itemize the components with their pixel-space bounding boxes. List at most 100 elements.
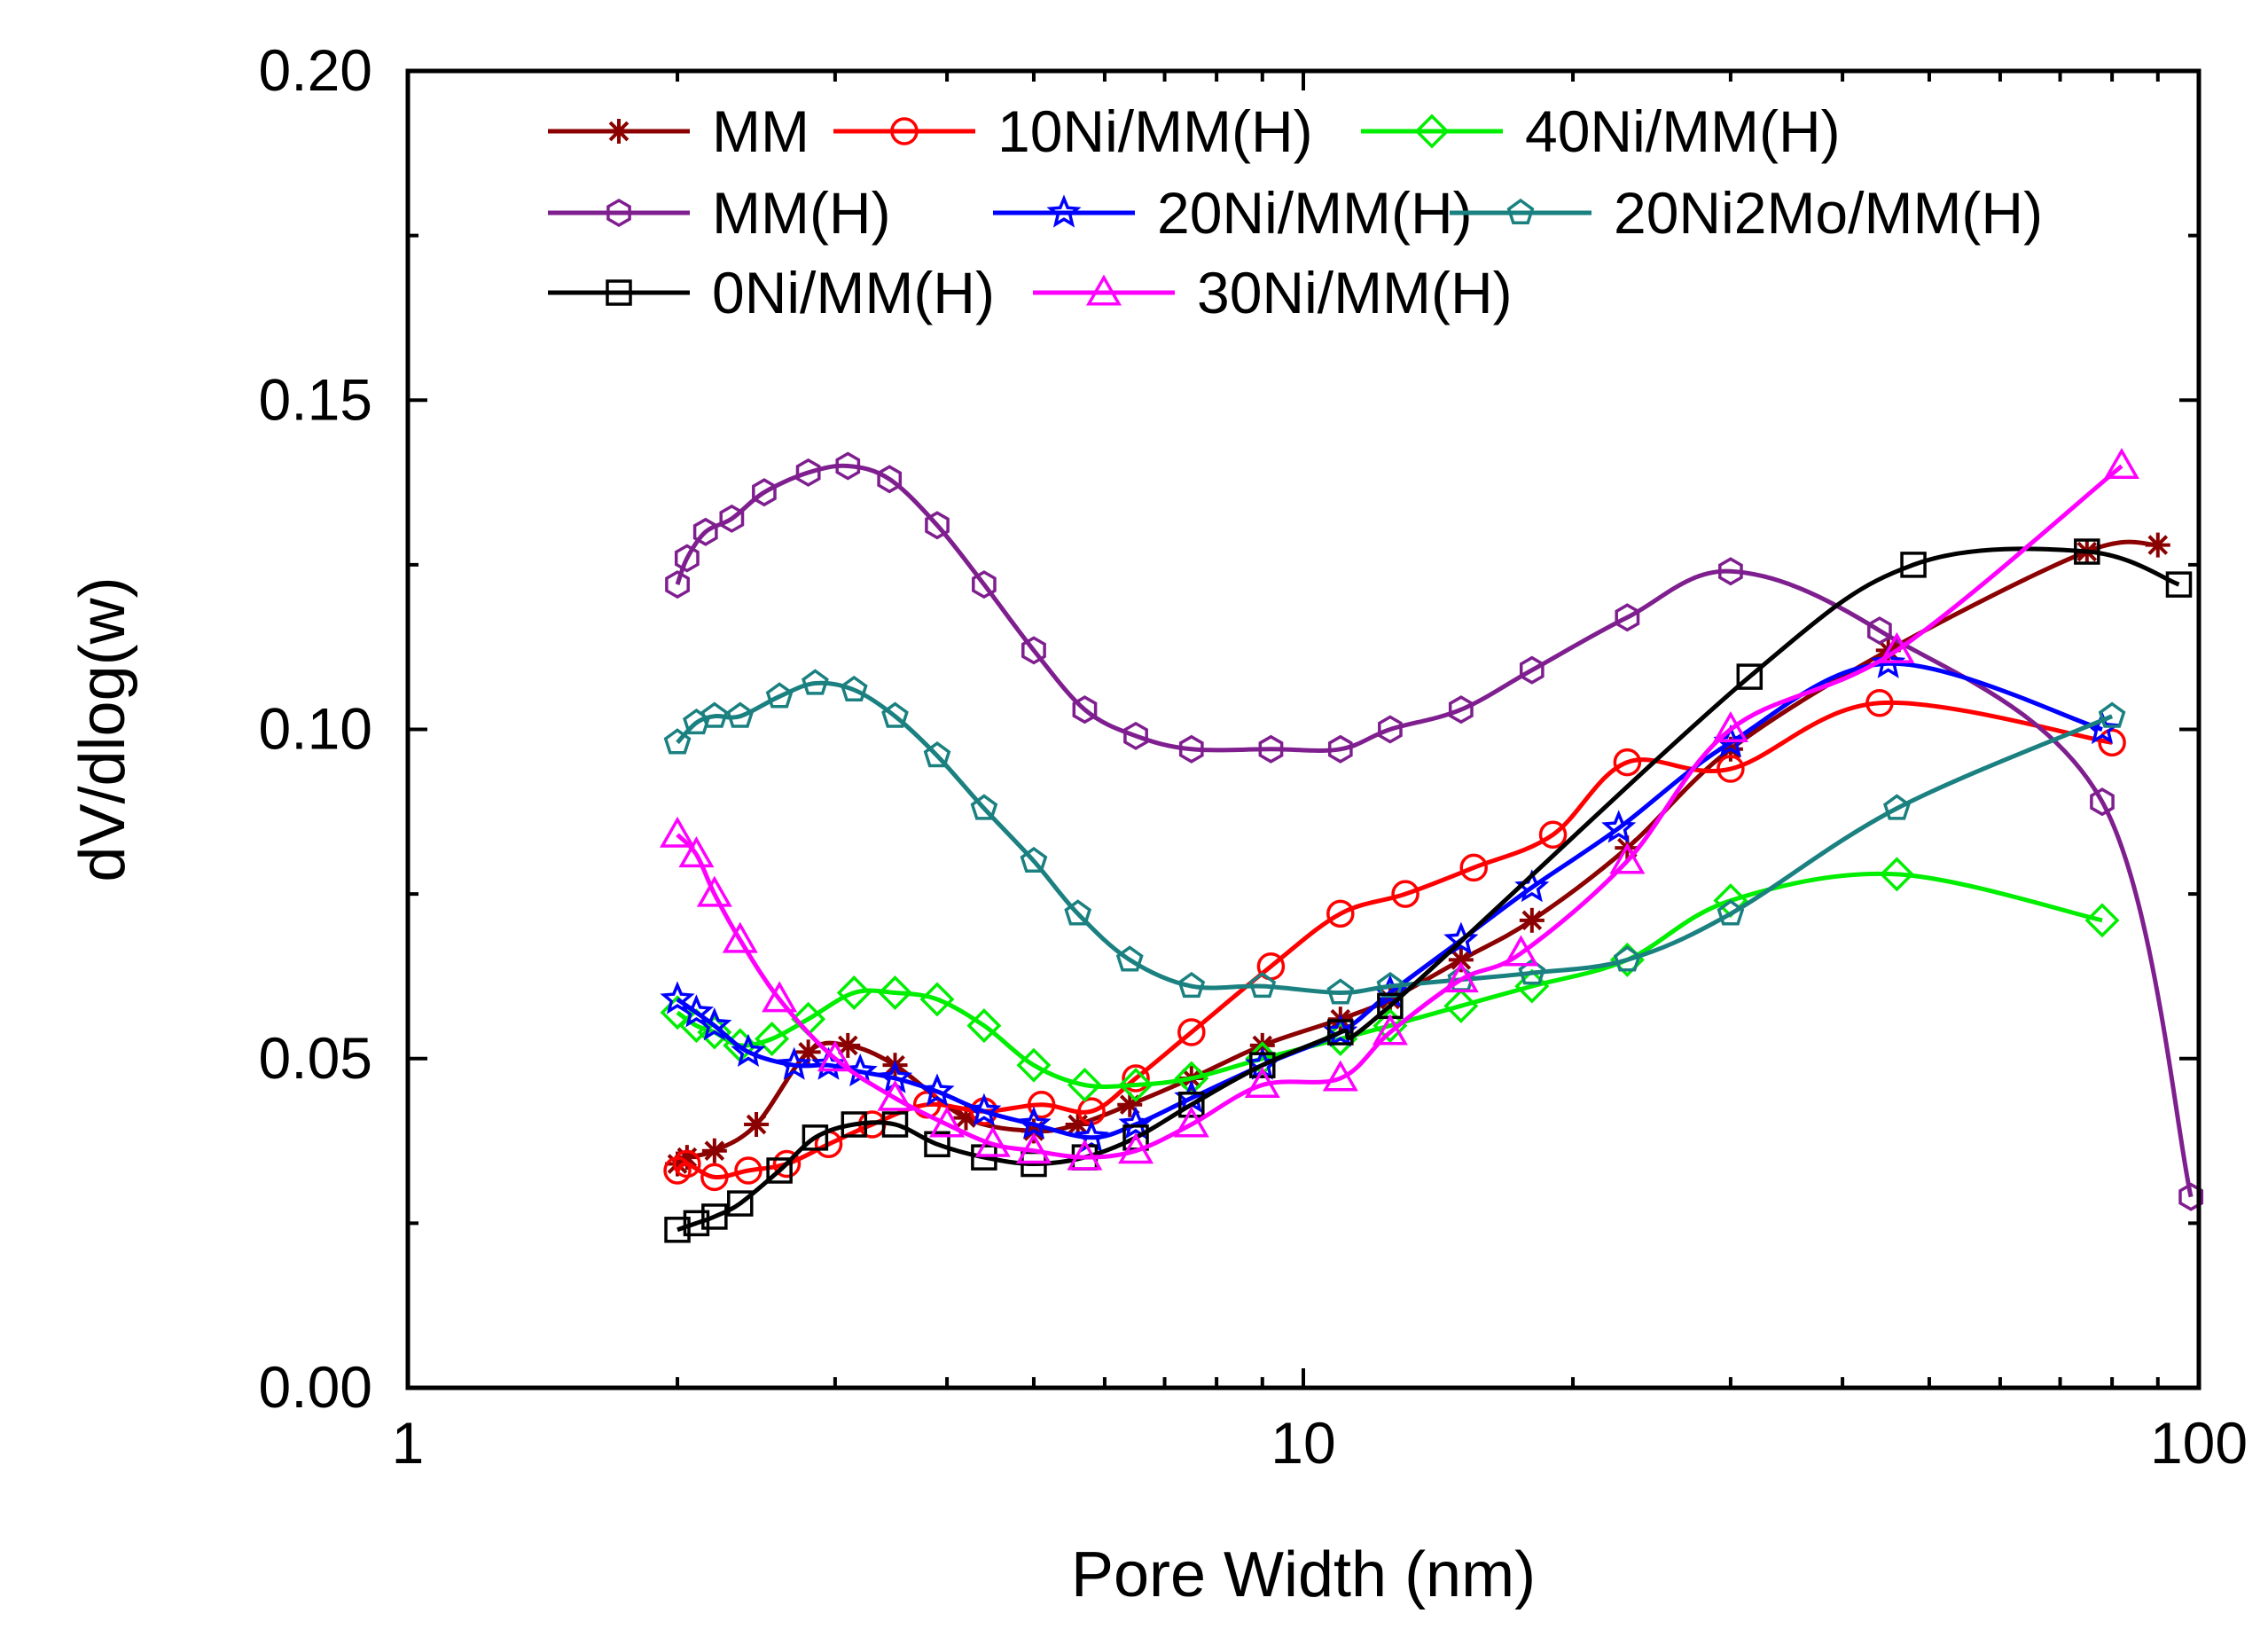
data-point xyxy=(877,465,903,494)
data-point xyxy=(727,1190,754,1217)
data-point xyxy=(660,981,695,1014)
data-point xyxy=(924,1131,950,1158)
data-point xyxy=(692,517,718,546)
data-point xyxy=(1613,945,1641,972)
data-point xyxy=(1391,880,1419,908)
data-point xyxy=(2084,903,2120,938)
series-20ni2mo-mm-h xyxy=(663,669,2126,1005)
data-point xyxy=(974,1125,1011,1157)
data-point xyxy=(877,1079,913,1111)
data-point xyxy=(1601,810,1637,843)
data-point xyxy=(1609,842,1646,874)
legend-label: MM xyxy=(712,98,809,164)
data-point xyxy=(1717,755,1745,783)
data-point xyxy=(719,504,745,533)
data-point xyxy=(1326,978,1355,1005)
legend-marker xyxy=(890,117,919,145)
data-point xyxy=(1448,695,1474,725)
legend-marker xyxy=(606,119,631,144)
legend-item-10ni-mm-h: 10Ni/MM(H) xyxy=(833,98,1313,164)
data-point xyxy=(840,675,868,702)
data-point xyxy=(1248,971,1277,999)
data-point xyxy=(1443,961,1479,993)
x-tick-label: 10 xyxy=(1271,1410,1335,1476)
data-point xyxy=(1027,1090,1056,1119)
data-point xyxy=(1879,857,1914,892)
data-point xyxy=(925,511,950,540)
legend-label: 10Ni/MM(H) xyxy=(997,98,1313,164)
legend-marker xyxy=(606,279,632,306)
data-point xyxy=(1020,846,1048,873)
data-point xyxy=(972,570,997,599)
legend-label: 0Ni/MM(H) xyxy=(712,260,995,325)
legend: MM 10Ni/MM(H) 40Ni/MM(H) MM(H) 20Ni/MM(H) 20N… xyxy=(548,98,2043,325)
legend-label: 40Ni/MM(H) xyxy=(1525,98,1841,164)
data-point xyxy=(802,1124,829,1151)
data-point xyxy=(1177,1018,1206,1046)
legend-marker xyxy=(1046,194,1082,228)
data-point xyxy=(731,1033,766,1068)
data-point xyxy=(1122,1064,1150,1093)
legend-item-20ni2mo-mm-h: 20Ni2Mo/MM(H) xyxy=(1450,180,2043,246)
data-point xyxy=(752,478,777,507)
y-tick-label: 0.15 xyxy=(259,366,372,432)
data-point xyxy=(777,1046,812,1080)
data-point xyxy=(1865,689,1894,717)
data-point xyxy=(1249,1052,1276,1078)
data-point xyxy=(678,994,715,1028)
data-point xyxy=(1503,935,1539,967)
x-axis-title: Pore Width (nm) xyxy=(1071,1539,1536,1610)
data-point xyxy=(795,458,821,487)
data-point xyxy=(673,1149,701,1179)
data-point xyxy=(1118,1067,1154,1102)
data-point xyxy=(1519,907,1545,933)
data-point xyxy=(1178,1091,1205,1118)
data-point xyxy=(766,1157,793,1184)
data-point xyxy=(1327,734,1353,764)
data-point xyxy=(835,1032,861,1058)
series-30ni-mm-h xyxy=(660,447,2139,1171)
legend-item-mm-h: MM(H) xyxy=(548,180,891,246)
data-point xyxy=(1459,853,1488,882)
data-point xyxy=(1322,1060,1358,1092)
x-tick-label: 100 xyxy=(2150,1410,2248,1476)
data-point xyxy=(1244,1066,1280,1098)
legend-item-30ni-mm-h: 30Ni/MM(H) xyxy=(1033,260,1513,325)
data-point xyxy=(697,1007,732,1041)
data-point xyxy=(1717,899,1745,926)
data-point xyxy=(1372,1014,1408,1046)
data-point xyxy=(1065,1112,1091,1137)
data-point xyxy=(881,701,909,728)
data-point xyxy=(1373,1008,1408,1044)
legend-marker xyxy=(606,198,631,228)
legend-item-40ni-mm-h: 40Ni/MM(H) xyxy=(1361,98,1841,164)
legend-marker xyxy=(1506,198,1535,225)
data-point xyxy=(1879,631,1915,663)
data-point xyxy=(2074,538,2100,565)
data-point xyxy=(2165,571,2193,598)
legend-item-20ni-mm-h: 20Ni/MM(H) xyxy=(993,180,1473,246)
data-point xyxy=(923,741,951,768)
data-point xyxy=(1871,645,1906,678)
data-point xyxy=(881,1111,909,1138)
data-point xyxy=(765,682,794,709)
data-point xyxy=(1258,734,1284,764)
data-point xyxy=(663,728,692,755)
y-tick-label: 0.00 xyxy=(259,1354,372,1420)
data-point xyxy=(1177,971,1206,999)
series-20ni-mm-h xyxy=(660,645,2120,1153)
data-point xyxy=(674,544,700,573)
data-point xyxy=(1016,1047,1052,1083)
series-0ni-mm-h xyxy=(664,538,2193,1243)
data-point xyxy=(1538,820,1568,850)
legend-label: 30Ni/MM(H) xyxy=(1197,260,1513,325)
data-point xyxy=(1376,971,1404,999)
legend-item-0ni-mm-h: 0Ni/MM(H) xyxy=(548,260,995,325)
series-line-0ni-mm-h xyxy=(676,546,2180,1233)
y-tick-label: 0.05 xyxy=(259,1025,372,1091)
data-point xyxy=(1118,1132,1154,1164)
data-point xyxy=(929,1106,966,1138)
data-point xyxy=(1326,899,1355,928)
data-point xyxy=(919,982,955,1017)
